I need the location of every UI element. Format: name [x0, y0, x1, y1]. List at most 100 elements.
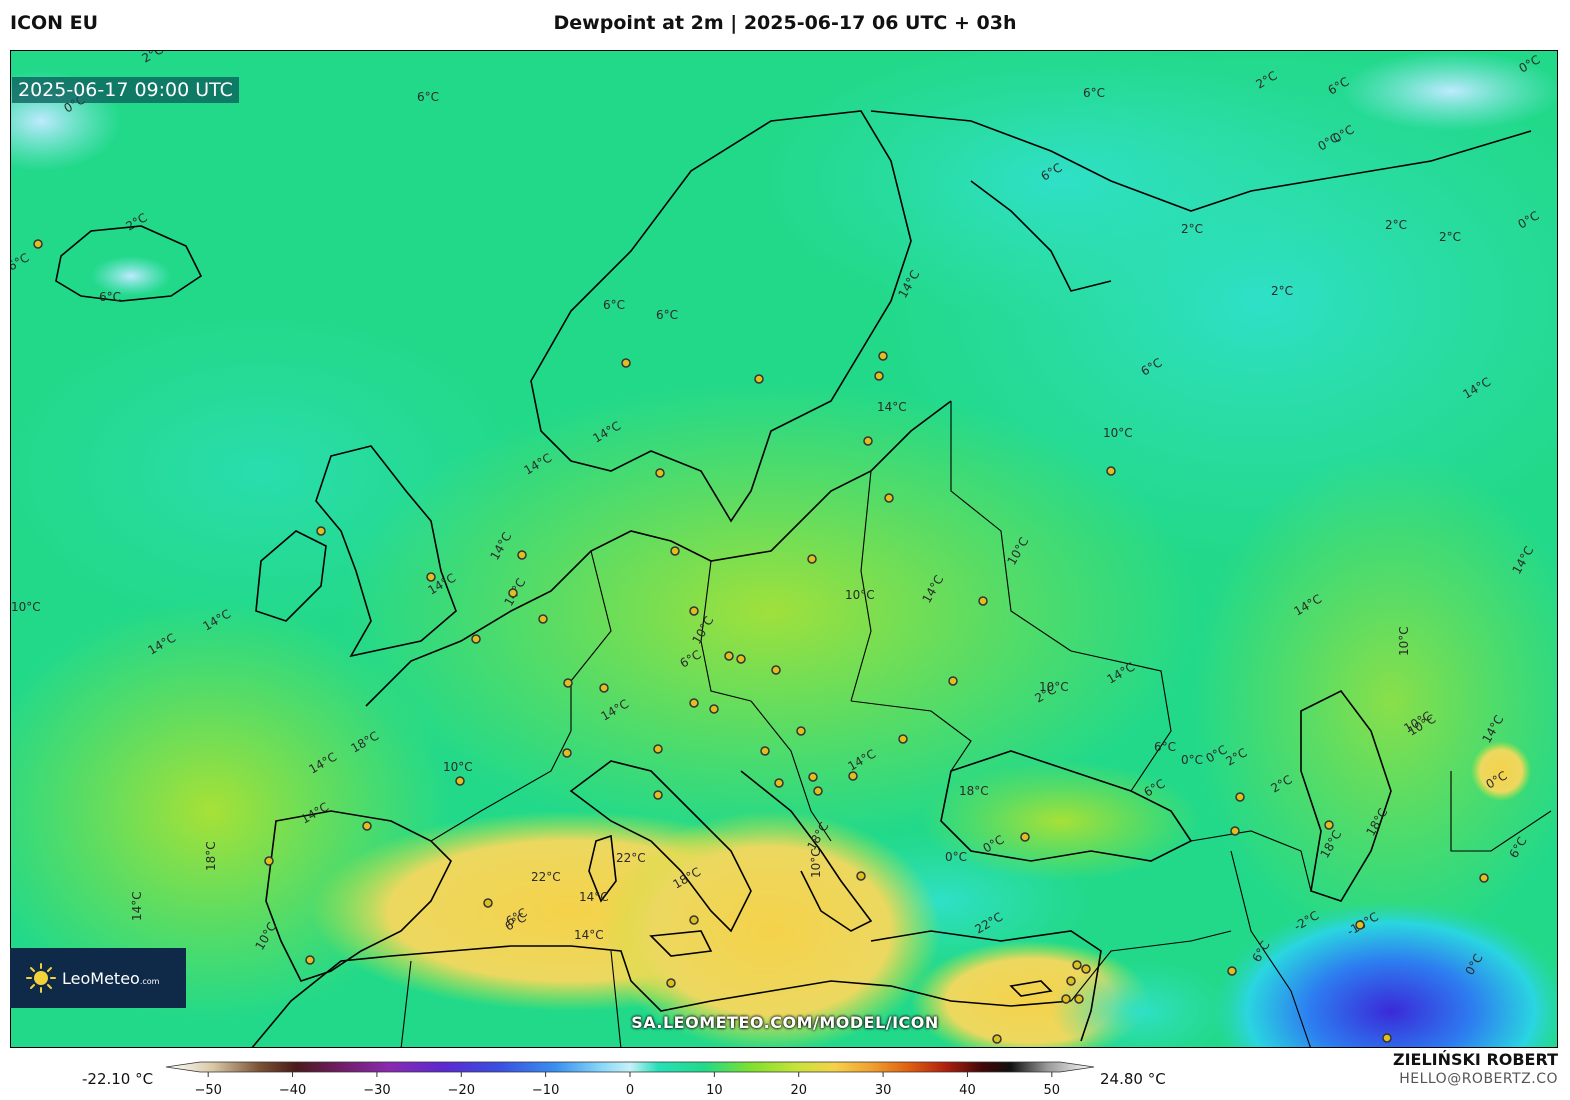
- city-marker: [992, 1034, 1002, 1044]
- ice-region-novaya-zemlya: [1341, 51, 1557, 131]
- coast-balkans: [740, 770, 873, 932]
- border-france-south: [430, 730, 572, 842]
- city-marker: [517, 550, 527, 560]
- city-marker: [874, 371, 884, 381]
- coast-north-europe: [365, 400, 952, 707]
- colorbar-tick-label: 20: [790, 1083, 807, 1098]
- coastlines: [55, 110, 1532, 1047]
- colorbar-ramp: [165, 1061, 1095, 1073]
- border-algeria-morocco: [400, 960, 412, 1047]
- city-marker: [774, 778, 784, 788]
- colorbar-tick-label: −30: [363, 1083, 390, 1098]
- city-marker: [508, 588, 518, 598]
- city-marker: [1479, 873, 1489, 883]
- contour-label: 18°C: [204, 841, 218, 871]
- city-marker: [1382, 1033, 1392, 1043]
- city-marker: [264, 856, 274, 866]
- colorbar: −50 −40 −30 −20 −10 0 10 20 30 40 50: [165, 1061, 1095, 1098]
- city-marker: [813, 786, 823, 796]
- colorbar-min-label: -22.10 °C: [82, 1070, 154, 1088]
- contour-label: 14°C: [579, 890, 609, 904]
- contour-label: 0°C: [945, 850, 967, 864]
- city-marker: [736, 654, 746, 664]
- city-marker: [670, 546, 680, 556]
- colorbar-tick-label: −50: [194, 1083, 221, 1098]
- city-marker: [978, 596, 988, 606]
- warm-spot-caspian: [1471, 741, 1531, 801]
- city-marker: [483, 898, 493, 908]
- valid-time-badge: 2025-06-17 09:00 UTC: [12, 77, 239, 103]
- city-markers: [33, 239, 1489, 1044]
- dewpoint-map: 2°C0°C 6°C 6°C2°C 6°C6°C6°C6°C6°C2°C0°C6°C0…: [11, 51, 1557, 1047]
- model-name: ICON EU: [10, 12, 99, 34]
- contour-label: 10°C: [809, 848, 823, 878]
- city-marker: [898, 734, 908, 744]
- border-kazakh-uzbek: [1450, 771, 1552, 852]
- contour-label: 18°C: [959, 784, 989, 798]
- city-marker: [1020, 832, 1030, 842]
- city-marker: [362, 821, 372, 831]
- colorbar-tick-label: 40: [959, 1083, 976, 1098]
- colorbar-tick-label: −40: [279, 1083, 306, 1098]
- city-marker: [655, 468, 665, 478]
- warm-region-central-med: [601, 811, 941, 1047]
- border-france-germany: [570, 550, 612, 731]
- colorbar-tick-label: −10: [532, 1083, 559, 1098]
- coast-iceland: [55, 225, 203, 302]
- contour-label: 10°C: [1039, 680, 1069, 694]
- city-marker: [856, 871, 866, 881]
- colorbar-tick-label: 50: [1044, 1083, 1061, 1098]
- city-marker: [724, 651, 734, 661]
- contour-label: 6°C: [656, 308, 678, 322]
- contour-label: 10°C: [1397, 626, 1411, 656]
- contour-label: 10°C: [11, 600, 41, 614]
- coast-black-sea: [940, 750, 1193, 862]
- city-marker: [689, 915, 699, 925]
- coast-italy: [569, 760, 752, 933]
- city-marker: [666, 978, 676, 988]
- city-marker: [426, 572, 436, 582]
- colorbar-tick-label: 30: [875, 1083, 892, 1098]
- city-marker: [1355, 920, 1365, 930]
- contour-label: 10°C: [845, 588, 875, 602]
- city-marker: [709, 704, 719, 714]
- contour-label: 2°C: [1181, 222, 1203, 236]
- city-marker: [621, 358, 631, 368]
- colorbar-tick-label: 0: [626, 1083, 634, 1098]
- border-romania-moldova: [850, 700, 972, 772]
- logo-wordmark: LeoMeteo.com: [62, 969, 159, 988]
- coast-sicily: [649, 930, 713, 957]
- border-poland-belarus-ukraine: [850, 470, 872, 702]
- map-panel[interactable]: 2°C 0°C 6°C 6°C 2°C 6°C 6°C 6°C 6°C 6°C 2°C 0°C 6°C 0…: [10, 50, 1558, 1048]
- city-marker: [538, 614, 548, 624]
- city-marker: [771, 665, 781, 675]
- colorbar-tick-label: 10: [706, 1083, 723, 1098]
- city-marker: [305, 955, 315, 965]
- coast-white-sea: [970, 180, 1112, 292]
- city-marker: [1081, 964, 1091, 974]
- coast-cyprus: [1009, 980, 1053, 997]
- border-balkans-internal: [750, 700, 832, 842]
- colorbar-max-label: 24.80 °C: [1100, 1070, 1166, 1088]
- city-marker: [599, 683, 609, 693]
- city-marker: [33, 239, 43, 249]
- contour-label: 6°C: [417, 90, 439, 104]
- city-marker: [1066, 976, 1076, 986]
- city-marker: [471, 634, 481, 644]
- city-marker: [1227, 966, 1237, 976]
- coast-great-britain: [315, 445, 457, 658]
- teal-region-north: [761, 51, 1361, 321]
- border-algeria-tunisia: [610, 950, 622, 1047]
- city-marker: [455, 776, 465, 786]
- coast-iberia: [265, 810, 452, 982]
- border-germany-poland: [700, 560, 752, 702]
- coast-ireland: [255, 530, 327, 622]
- author-email[interactable]: HELLO@ROBERTZ.CO: [1399, 1071, 1558, 1087]
- city-marker: [653, 744, 663, 754]
- contour-label: 6°C: [99, 290, 121, 304]
- border-ukraine-russia: [1070, 650, 1172, 792]
- city-marker: [796, 726, 806, 736]
- contour-label: 22°C: [616, 851, 646, 865]
- contour-label: 2°C: [1439, 230, 1461, 244]
- border-caucasus: [1190, 830, 1312, 892]
